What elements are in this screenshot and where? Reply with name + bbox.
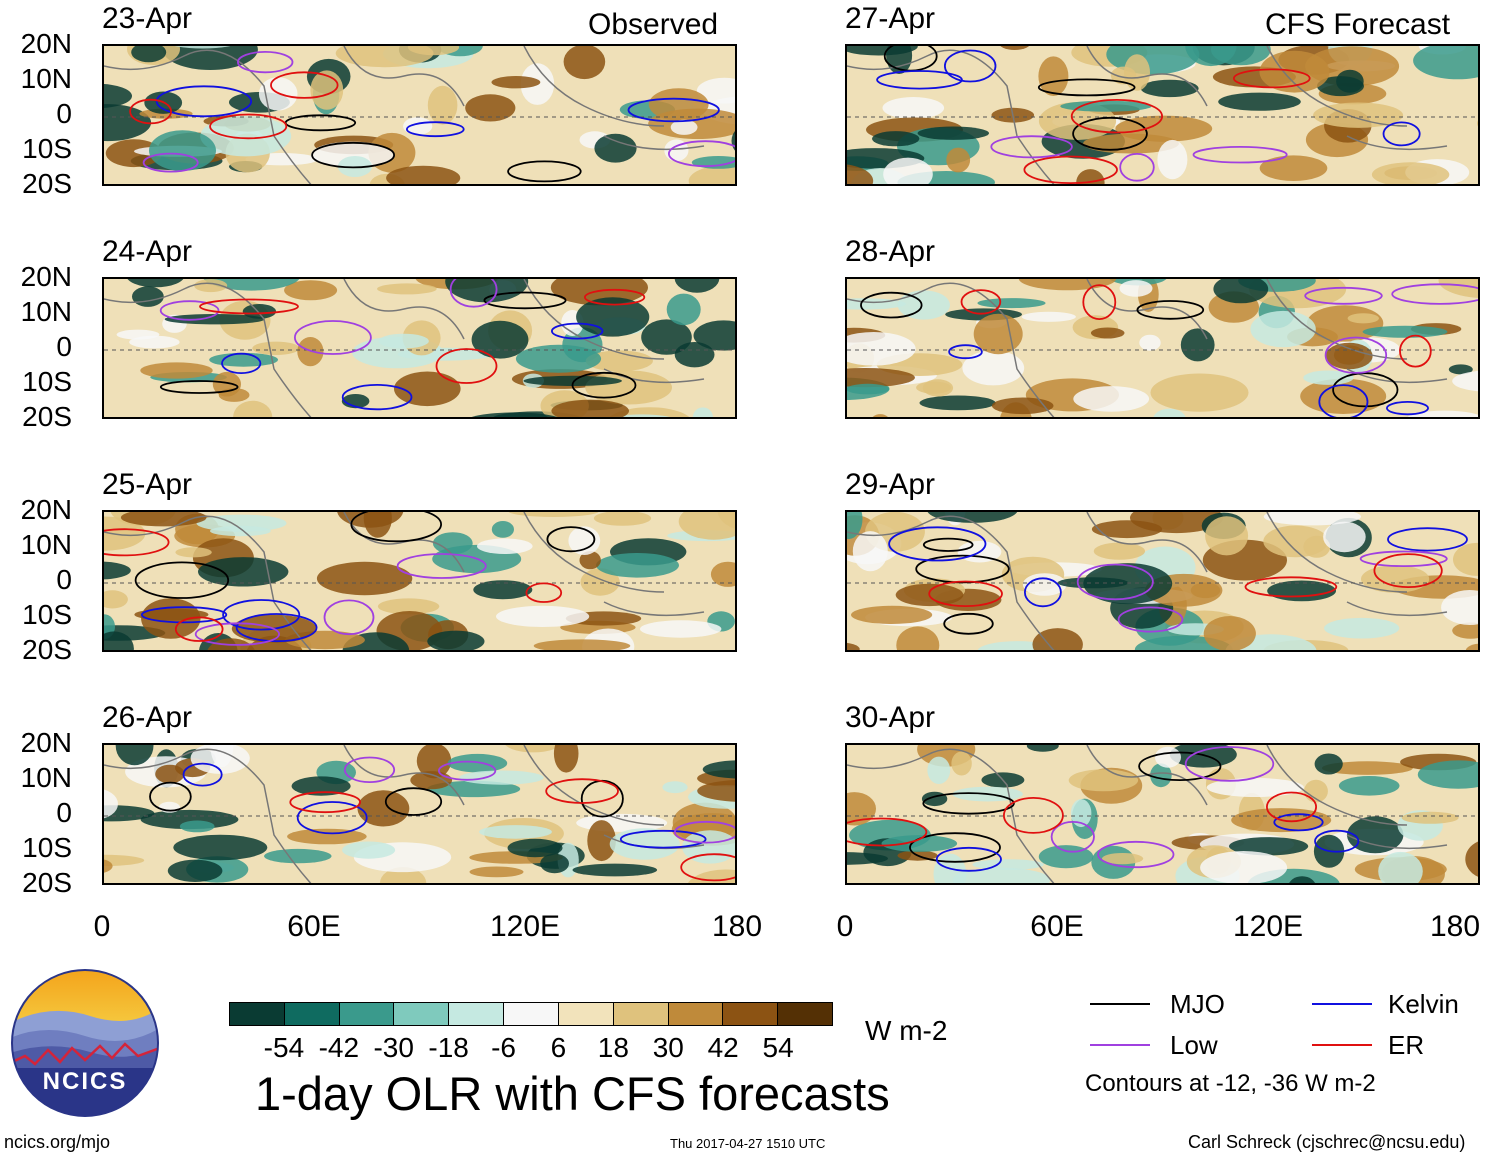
colorbar-swatch [449,1003,505,1025]
footer-credit: Carl Schreck (cjschrec@ncsu.edu) [1188,1132,1466,1152]
lon-label: 120E [489,910,561,943]
panel-date: 26-Apr [102,701,193,734]
lat-label: 10S [22,366,72,397]
observed-header: Observed [588,8,719,41]
panel-date: 24-Apr [102,235,193,268]
colorbar-swatch [339,1003,395,1025]
lon-label: 0 [93,910,111,943]
colorbar-label: 54 [762,1032,794,1063]
lat-label: 0 [56,98,72,129]
olr-map [847,46,1478,184]
panel-date: 29-Apr [845,468,936,501]
lon-label: 120E [1232,910,1304,943]
lon-label: 0 [836,910,854,943]
colorbar-swatch [394,1003,450,1025]
colorbar-swatch [668,1003,724,1025]
legend-label-low: Low [1170,1030,1218,1060]
logo-text: NCICS [42,1068,128,1095]
colorbar-swatch [230,1003,285,1025]
colorbar-swatch [613,1003,669,1025]
legend-label-kelvin: Kelvin [1388,989,1459,1019]
lat-label: 10N [20,296,72,327]
colorbar-label: -18 [428,1032,469,1063]
map-panel [845,44,1480,186]
colorbar-unit: W m-2 [865,1015,948,1046]
map-panel [102,44,737,186]
lat-label: 10N [20,529,72,560]
map-panel [102,743,737,885]
map-panel [845,743,1480,885]
lon-label: 60E [1030,910,1084,943]
colorbar-swatch [504,1003,559,1025]
olr-map [847,512,1478,650]
lat-label: 20S [22,168,72,199]
lat-label: 0 [56,797,72,828]
lat-label: 20S [22,634,72,665]
lat-label: 20S [22,401,72,432]
lat-label: 20N [20,494,72,525]
colorbar-swatch [284,1003,340,1025]
colorbar-swatch [558,1003,614,1025]
panel-date: 25-Apr [102,468,193,501]
lat-label: 20N [20,261,72,292]
lat-label: 20N [20,28,72,59]
lon-label: 180 [711,910,763,943]
legend-line-low [1090,1044,1150,1046]
legend-line-er [1312,1044,1372,1046]
lon-label: 180 [1429,910,1481,943]
colorbar-label: -30 [373,1032,414,1063]
lat-label: 10S [22,832,72,863]
colorbar-label: 42 [707,1032,739,1063]
colorbar-label: 30 [652,1032,684,1063]
legend-line-kelvin [1312,1003,1372,1005]
panel-date: 27-Apr [845,2,936,35]
lat-label: 10S [22,133,72,164]
contour-note: Contours at -12, -36 W m-2 [1085,1070,1376,1097]
lat-label: 10N [20,63,72,94]
lon-label: 60E [287,910,341,943]
colorbar-label: -6 [491,1032,516,1063]
forecast-header: CFS Forecast [1265,8,1451,41]
olr-map [847,279,1478,417]
panel-date: 28-Apr [845,235,936,268]
olr-map [104,279,735,417]
map-panel [845,277,1480,419]
olr-map [104,512,735,650]
footer-url[interactable]: ncics.org/mjo [4,1132,111,1152]
panel-date: 30-Apr [845,701,936,734]
legend-label-er: ER [1388,1030,1425,1060]
map-panel [845,510,1480,652]
lat-label: 0 [56,331,72,362]
lat-label: 20S [22,867,72,898]
olr-map [847,745,1478,883]
panel-date: 23-Apr [102,2,193,35]
colorbar-swatch [778,1003,832,1025]
olr-map [104,46,735,184]
colorbar-swatch [723,1003,779,1025]
colorbar-label: -54 [263,1032,305,1063]
colorbar-label: -42 [318,1032,360,1063]
olr-map [104,745,735,883]
map-panel [102,277,737,419]
lat-label: 10N [20,762,72,793]
legend-label-mjo: MJO [1170,989,1225,1019]
ncics-logo: NCICS [10,968,160,1118]
legend-line-mjo [1090,1003,1150,1005]
lat-label: 20N [20,727,72,758]
colorbar-label: 6 [550,1032,567,1063]
footer-timestamp: Thu 2017-04-27 1510 UTC [670,1136,826,1151]
lat-label: 10S [22,599,72,630]
colorbar-label: 18 [597,1032,629,1063]
lat-label: 0 [56,564,72,595]
main-title: 1-day OLR with CFS forecasts [255,1067,890,1120]
map-panel [102,510,737,652]
colorbar [229,1002,833,1026]
